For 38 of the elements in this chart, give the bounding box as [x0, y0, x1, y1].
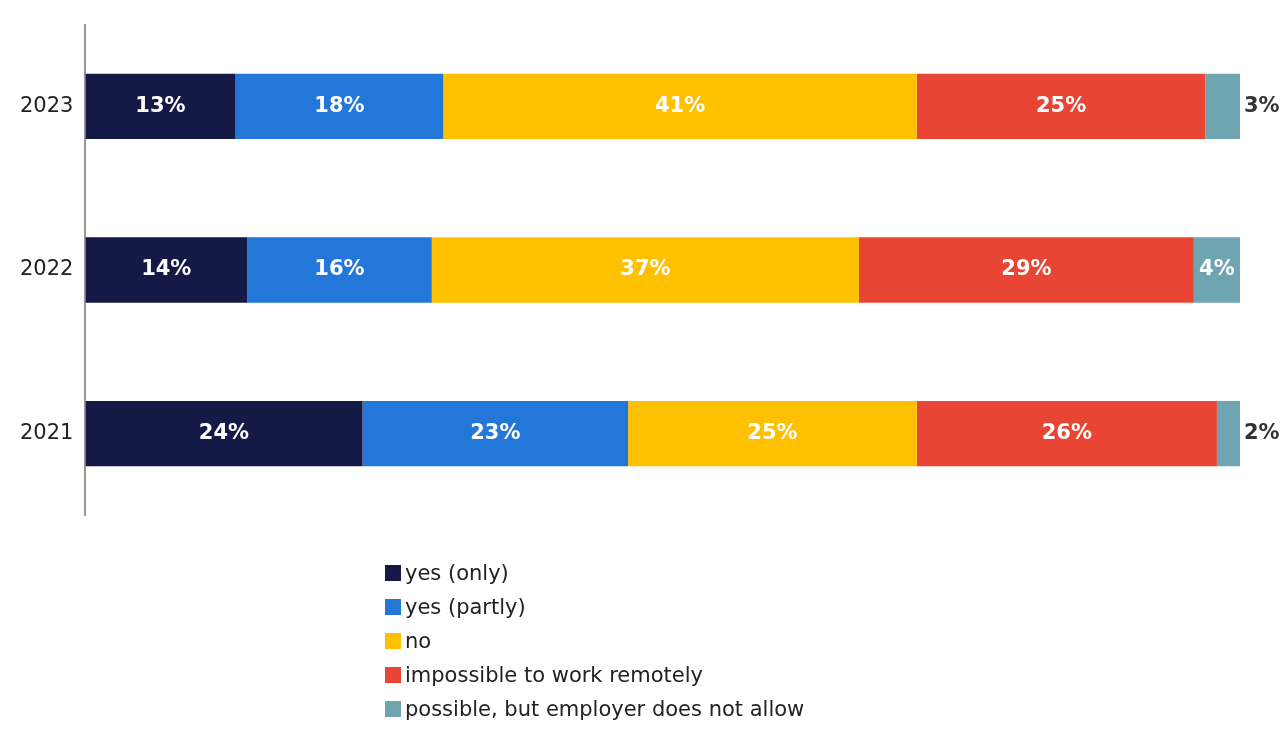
data-label: 23% — [470, 420, 521, 445]
data-label: 29% — [1001, 256, 1052, 281]
legend-label: possible, but employer does not allow — [405, 697, 805, 721]
data-label: 41% — [654, 92, 706, 117]
bar — [431, 237, 859, 303]
legend-label: yes (only) — [405, 561, 509, 585]
y-tick-label: 2021 — [19, 420, 74, 445]
y-tick-label: 2022 — [19, 256, 74, 281]
data-label: 4% — [1199, 256, 1235, 281]
bar — [1205, 73, 1240, 140]
bar — [85, 73, 236, 140]
bar — [247, 237, 432, 303]
bar — [235, 73, 444, 140]
data-label: 25% — [747, 420, 798, 445]
data-label: 25% — [1035, 92, 1087, 117]
data-label: 37% — [620, 256, 671, 281]
y-tick-label: 2023 — [19, 92, 74, 117]
legend-label: impossible to work remotely — [405, 663, 704, 687]
data-label: 3% — [1244, 92, 1280, 117]
data-label: 24% — [198, 420, 250, 445]
bar — [362, 400, 629, 467]
bar — [628, 400, 917, 467]
bar — [1193, 237, 1240, 303]
data-label: 26% — [1041, 420, 1092, 445]
legend-label: yes (partly) — [405, 595, 526, 619]
bar — [1216, 400, 1240, 467]
bar — [916, 73, 1206, 140]
data-label: 16% — [314, 256, 365, 281]
data-label: 14% — [141, 256, 192, 281]
data-label: 18% — [314, 92, 365, 117]
bar — [443, 73, 917, 140]
legend-label: no — [405, 629, 432, 653]
bar — [85, 400, 363, 467]
bar — [916, 400, 1217, 467]
bar — [85, 237, 248, 303]
data-label: 2% — [1244, 420, 1280, 445]
bar — [859, 237, 1194, 303]
data-label: 13% — [135, 92, 186, 117]
